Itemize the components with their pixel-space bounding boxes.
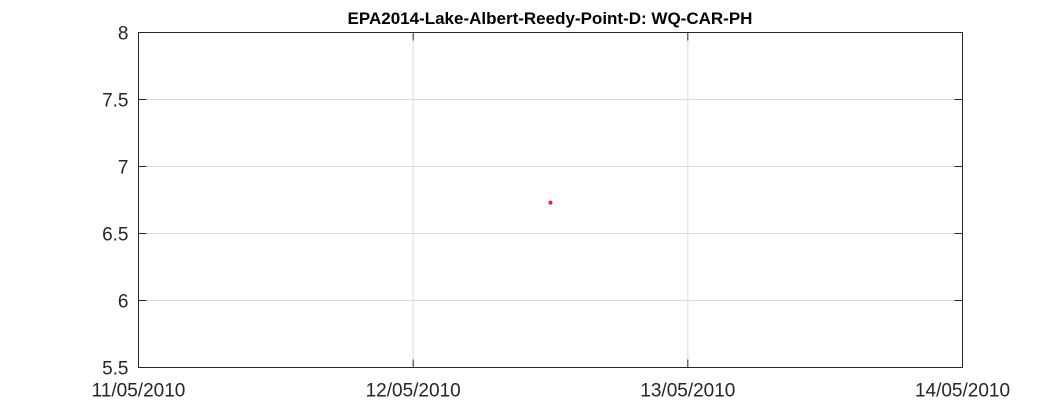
data-point — [548, 200, 553, 205]
y-tick-labels: 5.5 6 6.5 7 7.5 8 — [102, 24, 128, 380]
x-tick-label: 12/05/2010 — [366, 381, 461, 402]
x-tick-label: 13/05/2010 — [640, 381, 735, 402]
x-tick-label: 11/05/2010 — [92, 381, 186, 402]
plot-area — [138, 32, 963, 368]
x-tick-labels: 11/05/2010 12/05/2010 13/05/2010 14/05/2010 — [92, 381, 1010, 402]
y-tick-label: 6.5 — [102, 225, 128, 246]
y-tick-label: 7.5 — [102, 91, 128, 112]
y-tick-label: 6 — [118, 292, 129, 313]
y-tick-label: 5.5 — [102, 359, 128, 380]
data-points — [548, 200, 553, 205]
tick-layer — [138, 32, 963, 368]
y-tick-label: 8 — [118, 24, 129, 45]
chart-title: EPA2014-Lake-Albert-Reedy-Point-D: WQ-CA… — [348, 9, 753, 28]
y-tick-label: 7 — [118, 158, 129, 179]
x-tick-label: 14/05/2010 — [915, 381, 1010, 402]
grid-layer — [138, 32, 963, 368]
